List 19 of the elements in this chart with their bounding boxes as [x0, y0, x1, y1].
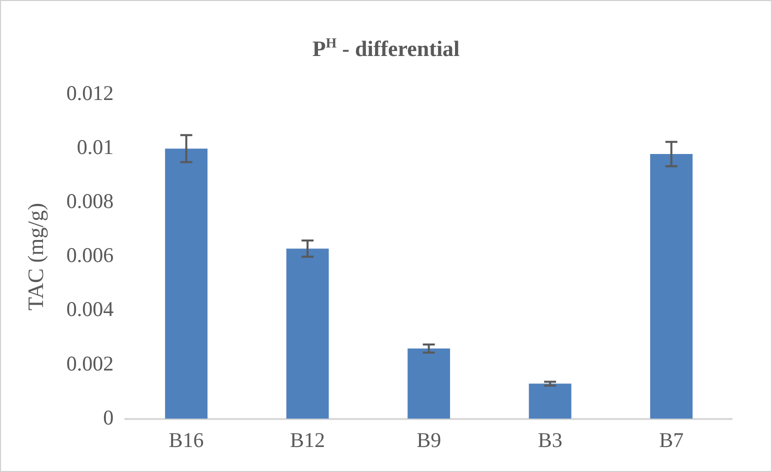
y-tick-label: 0.012: [66, 81, 114, 106]
y-tick-label: 0.004: [66, 297, 114, 322]
x-tick-label: B7: [659, 428, 684, 452]
bar: [165, 148, 208, 419]
bar: [528, 384, 572, 419]
y-tick-label: 0.006: [66, 243, 114, 268]
x-tick-label: B16: [168, 428, 204, 452]
x-tick-label: B3: [538, 428, 562, 452]
bar: [408, 348, 450, 419]
y-axis-title: TAC (mg/g): [22, 202, 48, 311]
x-tick-label: B9: [416, 428, 442, 452]
y-tick-label: 0.002: [66, 351, 114, 376]
x-tick-label: B12: [290, 428, 326, 452]
y-tick-label: 0.008: [66, 189, 114, 214]
y-tick-label: 0: [103, 405, 114, 430]
bar: [650, 154, 693, 419]
y-tick-label: 0.01: [76, 135, 114, 160]
chart-title: P$^{H}$ - differential: [311, 36, 461, 62]
bar: [286, 248, 329, 419]
